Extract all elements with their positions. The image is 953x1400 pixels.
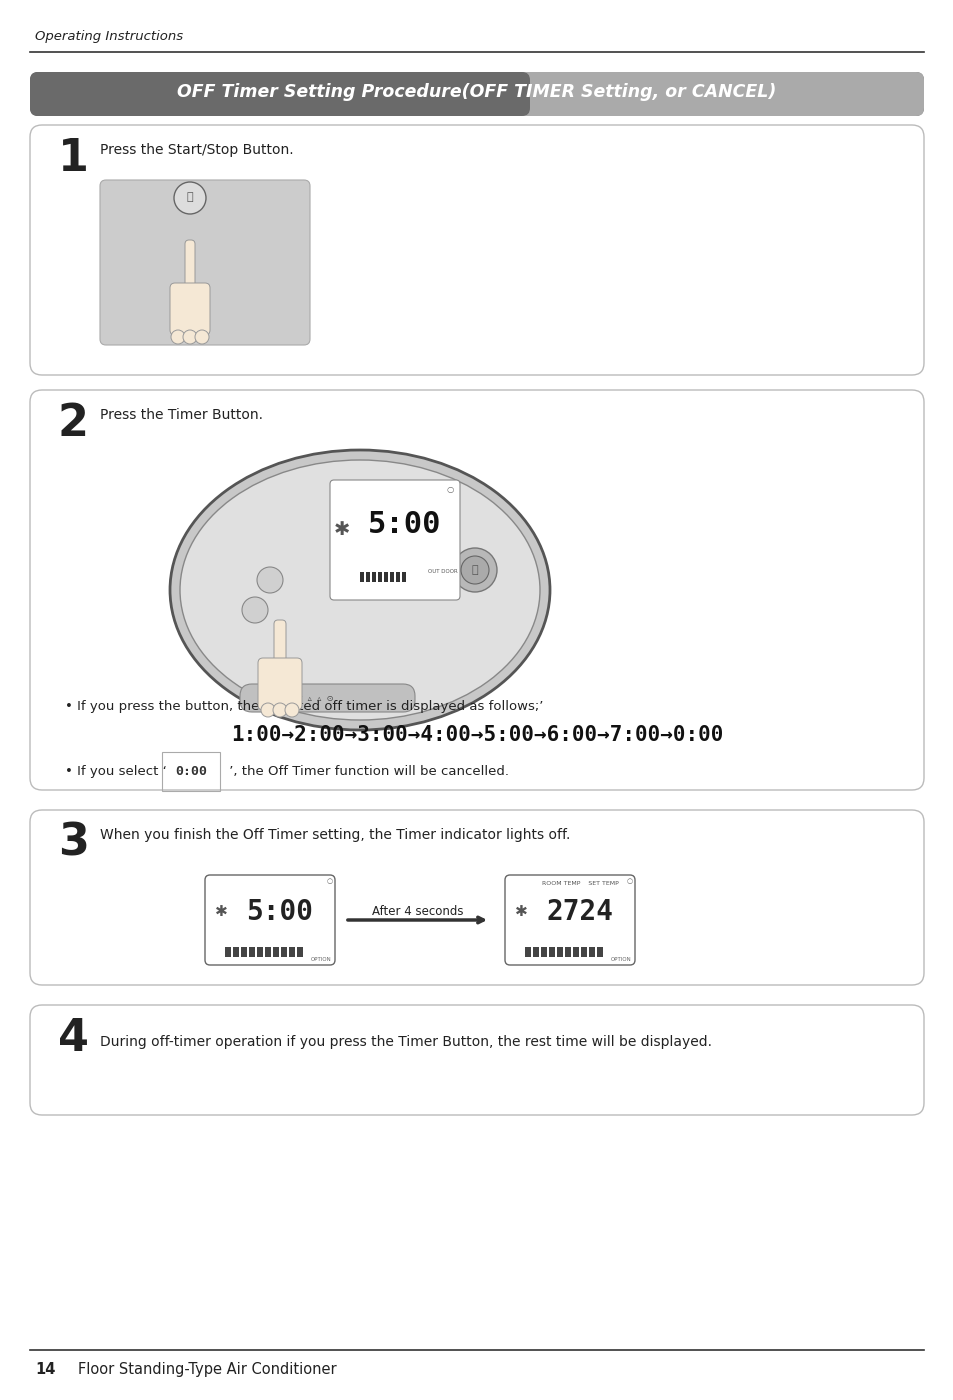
Text: 5:00: 5:00 <box>368 511 441 539</box>
Bar <box>573 946 578 958</box>
Text: 14: 14 <box>35 1362 55 1378</box>
Text: OPTION: OPTION <box>311 958 332 962</box>
Text: After 4 seconds: After 4 seconds <box>372 904 463 918</box>
Bar <box>557 946 562 958</box>
Bar <box>597 946 602 958</box>
Bar <box>540 946 546 958</box>
FancyBboxPatch shape <box>205 875 335 965</box>
FancyBboxPatch shape <box>504 875 635 965</box>
Circle shape <box>261 703 274 717</box>
Bar <box>533 946 538 958</box>
Bar <box>289 946 294 958</box>
Bar <box>233 946 239 958</box>
Ellipse shape <box>180 461 539 720</box>
Text: Floor Standing-Type Air Conditioner: Floor Standing-Type Air Conditioner <box>78 1362 336 1378</box>
Text: ○: ○ <box>327 878 333 883</box>
Text: MODE  ▽  ▵  ▵  ⊙: MODE ▽ ▵ ▵ ⊙ <box>265 693 334 703</box>
Bar <box>588 946 595 958</box>
Bar <box>249 946 254 958</box>
Bar <box>390 573 394 582</box>
Bar <box>281 946 287 958</box>
FancyBboxPatch shape <box>274 620 286 665</box>
Text: OUT DOOR: OUT DOOR <box>428 570 457 574</box>
Circle shape <box>194 330 209 344</box>
Text: ⏲: ⏲ <box>471 566 477 575</box>
Circle shape <box>171 330 185 344</box>
Circle shape <box>453 547 497 592</box>
Bar <box>256 946 263 958</box>
Text: When you finish the Off Timer setting, the Timer indicator lights off.: When you finish the Off Timer setting, t… <box>100 827 570 841</box>
Text: ✱: ✱ <box>214 904 227 920</box>
Bar <box>265 946 271 958</box>
Text: ✱: ✱ <box>514 904 527 920</box>
Bar <box>359 573 364 582</box>
Text: ⏻: ⏻ <box>187 192 193 202</box>
Text: ’, the Off Timer function will be cancelled.: ’, the Off Timer function will be cancel… <box>225 764 509 778</box>
Text: ✱: ✱ <box>334 521 350 539</box>
Bar <box>548 946 555 958</box>
Text: 3: 3 <box>58 822 89 865</box>
Text: ROOM TEMP    SET TEMP: ROOM TEMP SET TEMP <box>541 881 618 886</box>
Bar <box>524 946 531 958</box>
Bar <box>580 946 586 958</box>
FancyBboxPatch shape <box>30 71 530 116</box>
FancyBboxPatch shape <box>30 391 923 790</box>
Bar <box>225 946 231 958</box>
Text: 1:00→2:00→3:00→4:00→5:00→6:00→7:00→0:00: 1:00→2:00→3:00→4:00→5:00→6:00→7:00→0:00 <box>231 725 722 745</box>
Bar <box>366 573 370 582</box>
Bar <box>401 573 406 582</box>
Text: Press the Start/Stop Button.: Press the Start/Stop Button. <box>100 143 294 157</box>
Bar <box>395 573 399 582</box>
Text: • If you press the button, the selected off timer is displayed as follows;’: • If you press the button, the selected … <box>65 700 543 713</box>
FancyBboxPatch shape <box>30 125 923 375</box>
Text: Press the Timer Button.: Press the Timer Button. <box>100 407 263 421</box>
FancyBboxPatch shape <box>240 685 415 713</box>
Text: ○: ○ <box>446 484 453 494</box>
Text: 5:00: 5:00 <box>246 897 314 925</box>
Text: • If you select ‘: • If you select ‘ <box>65 764 171 778</box>
FancyBboxPatch shape <box>330 480 459 601</box>
FancyBboxPatch shape <box>399 71 923 116</box>
FancyBboxPatch shape <box>170 283 210 335</box>
FancyBboxPatch shape <box>30 71 923 116</box>
Circle shape <box>460 556 489 584</box>
Text: 1: 1 <box>58 137 89 181</box>
FancyBboxPatch shape <box>30 1005 923 1114</box>
Text: Operating Instructions: Operating Instructions <box>35 29 183 43</box>
Bar <box>384 573 388 582</box>
Bar <box>564 946 571 958</box>
Text: 4: 4 <box>58 1016 89 1060</box>
Text: ○: ○ <box>626 878 633 883</box>
FancyBboxPatch shape <box>100 181 310 344</box>
Text: 0:00: 0:00 <box>174 764 207 778</box>
Circle shape <box>183 330 196 344</box>
FancyBboxPatch shape <box>185 239 194 295</box>
Bar <box>296 946 303 958</box>
Text: OPTION: OPTION <box>611 958 631 962</box>
Circle shape <box>273 703 287 717</box>
Bar <box>372 573 375 582</box>
Circle shape <box>285 703 298 717</box>
Text: OFF Timer Setting Procedure(OFF TIMER Setting, or CANCEL): OFF Timer Setting Procedure(OFF TIMER Se… <box>177 83 776 101</box>
Bar <box>241 946 247 958</box>
Text: During off-timer operation if you press the Timer Button, the rest time will be : During off-timer operation if you press … <box>100 1035 711 1049</box>
Circle shape <box>242 596 268 623</box>
Circle shape <box>173 182 206 214</box>
Ellipse shape <box>170 449 550 729</box>
Text: 2724: 2724 <box>546 897 613 925</box>
Circle shape <box>256 567 283 594</box>
Text: 2: 2 <box>58 402 89 445</box>
Bar <box>377 573 381 582</box>
FancyBboxPatch shape <box>257 658 302 710</box>
Bar <box>273 946 278 958</box>
FancyBboxPatch shape <box>30 811 923 986</box>
